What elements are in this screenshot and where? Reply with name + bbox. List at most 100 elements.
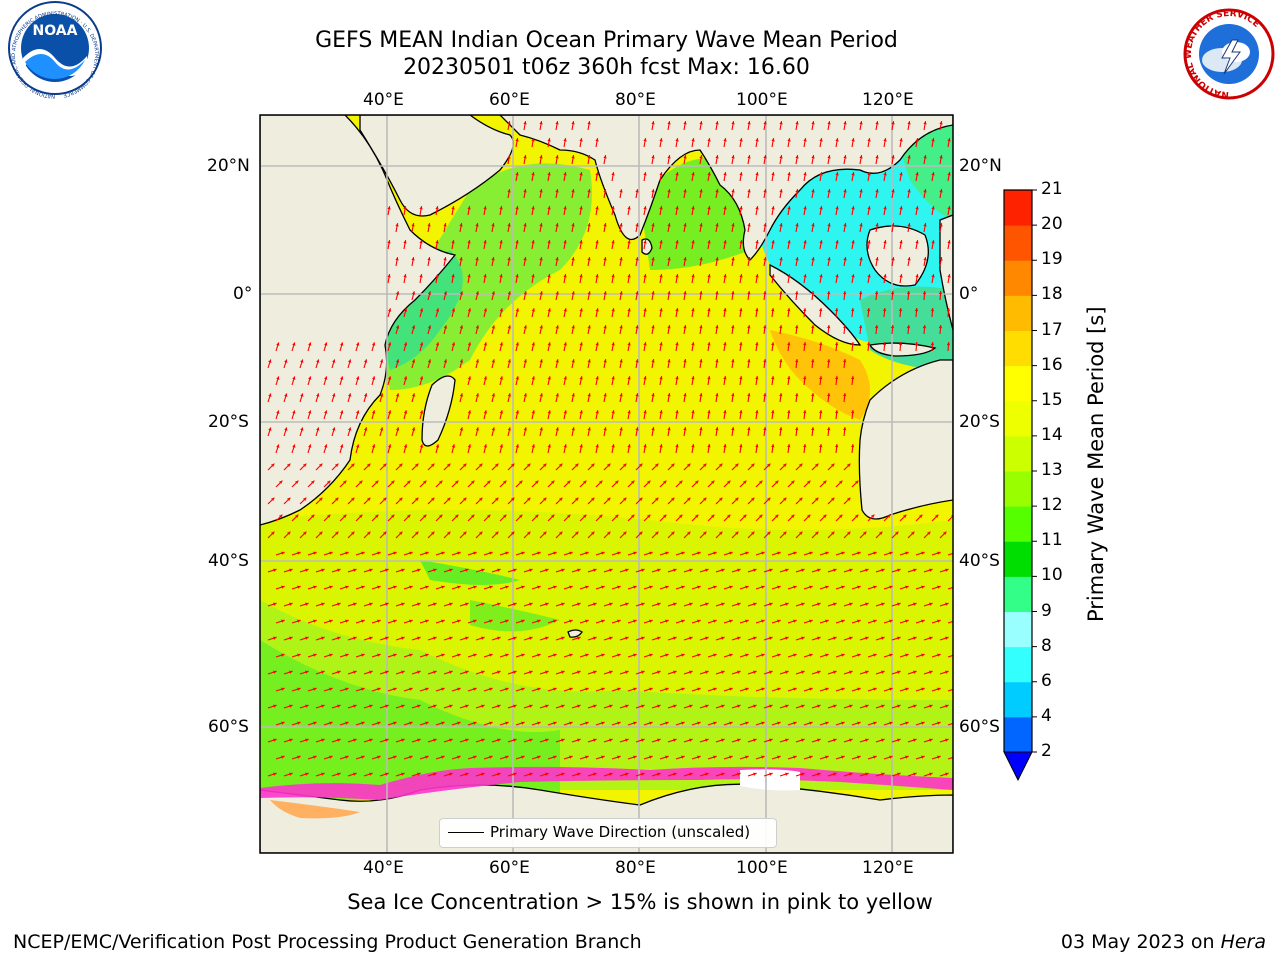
wave-arrow-head (679, 514, 683, 518)
wave-arrow-head (825, 687, 829, 691)
wave-arrow-head (739, 410, 743, 414)
wave-arrow-head (483, 342, 487, 346)
wave-arrow-head (577, 602, 581, 606)
wave-arrow-head (423, 514, 427, 518)
wave-arrow-head (287, 463, 291, 467)
wave-arrow-head (843, 257, 847, 261)
wave-arrow-head (937, 721, 941, 725)
wave-arrow-head (915, 138, 919, 142)
wave-arrow-head (547, 240, 551, 244)
wave-arrow-head (865, 738, 869, 742)
wave-arrow-head (351, 463, 355, 467)
wave-arrow-head (555, 325, 559, 329)
wave-arrow-head (407, 480, 411, 484)
wave-arrow-head (739, 444, 743, 448)
wave-arrow-head (411, 257, 415, 261)
wave-arrow-head (793, 687, 797, 691)
wave-arrow-head (923, 223, 927, 227)
wave-arrow-head (481, 602, 485, 606)
wave-arrow-head (914, 342, 919, 346)
wave-arrow-head (703, 463, 707, 467)
wave-arrow-head (523, 291, 527, 295)
wave-arrow-head (571, 393, 575, 397)
wave-arrow-head (483, 206, 487, 210)
wave-arrow-head (559, 531, 563, 535)
wave-arrow-head (601, 585, 605, 589)
wave-arrow-head (311, 480, 315, 484)
wave-arrow-head (683, 121, 687, 125)
wave-arrow-head (449, 602, 453, 606)
wave-arrow-head (457, 721, 461, 725)
wave-arrow-head (419, 410, 424, 414)
wave-arrow-head (771, 172, 775, 176)
wave-arrow-head (707, 240, 711, 244)
wave-arrow-head (691, 138, 695, 142)
wave-arrow-head (867, 172, 871, 176)
wave-arrow-head (627, 410, 631, 414)
wave-arrow-head (388, 308, 392, 312)
wave-arrow-head (571, 155, 575, 159)
wave-arrow-head (697, 585, 701, 589)
wave-arrow-head (340, 342, 344, 346)
wave-arrow-head (803, 444, 807, 448)
wave-arrow-head (667, 257, 671, 261)
wave-arrow-head (385, 738, 389, 742)
wave-arrow-head (897, 738, 901, 742)
wave-arrow-head (683, 223, 687, 227)
wave-arrow-head (665, 755, 669, 759)
wave-arrow-head (751, 463, 755, 467)
wave-arrow-head (817, 738, 821, 742)
wave-arrow-head (417, 602, 421, 606)
wave-arrow-head (439, 514, 443, 518)
wave-arrow-head (651, 291, 655, 295)
wave-arrow-head (611, 444, 615, 448)
wave-arrow-head (649, 619, 653, 623)
wave-arrow-head (595, 274, 599, 278)
wave-arrow-head (393, 721, 397, 725)
colorbar-segment (1004, 260, 1032, 296)
wave-arrow-head (431, 497, 435, 501)
wave-arrow-head (515, 138, 519, 142)
wave-arrow-head (603, 393, 607, 397)
wave-arrow-head (713, 585, 717, 589)
wave-arrow-head (715, 291, 719, 295)
wave-arrow-head (843, 189, 847, 193)
wave-arrow-head (729, 551, 733, 555)
wave-arrow-head (308, 410, 312, 414)
wave-arrow-head (787, 206, 791, 210)
wave-arrow-head (635, 291, 639, 295)
wave-arrow-head (375, 480, 379, 484)
wave-arrow-head (715, 223, 719, 227)
wave-arrow-head (883, 172, 887, 176)
wave-arrow-head (473, 551, 477, 555)
wave-arrow-head (687, 497, 691, 501)
wave-arrow-head (745, 755, 749, 759)
wave-arrow-head (292, 410, 296, 414)
wave-arrow-head (795, 223, 799, 227)
wave-arrow-head (563, 342, 567, 346)
wave-arrow-head (487, 514, 491, 518)
wave-arrow-head (866, 308, 871, 312)
wave-arrow-head (939, 121, 943, 125)
wave-arrow-head (353, 568, 357, 572)
wave-arrow-head (395, 257, 399, 261)
wave-arrow-head (441, 755, 445, 759)
wave-arrow-head (843, 291, 847, 295)
wave-arrow-head (495, 531, 499, 535)
wave-arrow-head (931, 172, 935, 176)
wave-arrow-head (289, 602, 293, 606)
wave-arrow-head (675, 172, 679, 176)
wave-arrow-head (289, 670, 293, 674)
wave-arrow-head (619, 223, 623, 227)
wave-arrow-head (787, 138, 791, 142)
wave-arrow-head (729, 619, 733, 623)
wave-arrow-head (427, 291, 432, 295)
wave-arrow-head (705, 772, 709, 776)
wave-arrow-head (521, 585, 525, 589)
wave-arrow-head (635, 223, 639, 227)
wave-arrow-head (563, 444, 567, 448)
wave-arrow-head (439, 480, 443, 484)
wave-arrow-head (713, 653, 717, 657)
wave-arrow-head (882, 308, 887, 312)
wave-arrow-head (705, 568, 709, 572)
